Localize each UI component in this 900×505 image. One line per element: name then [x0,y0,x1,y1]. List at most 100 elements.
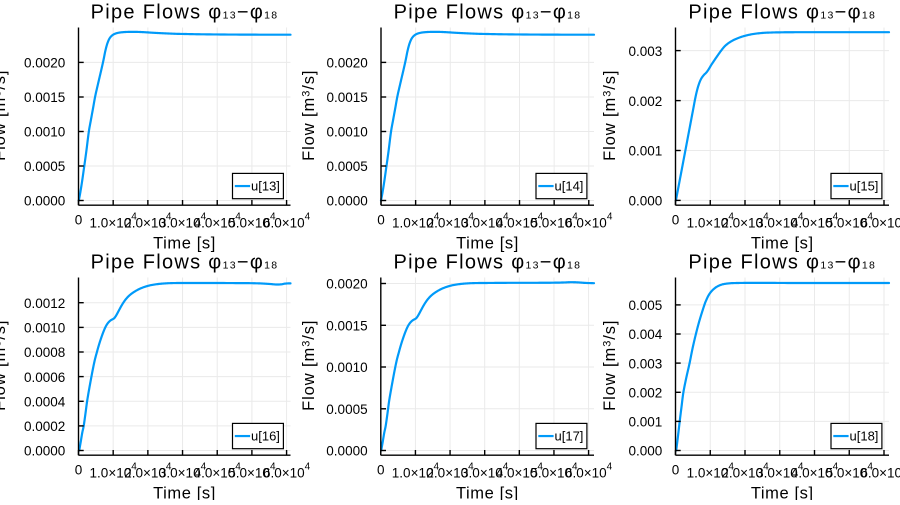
svg-text:Time [s]: Time [s] [456,235,519,253]
svg-text:0: 0 [75,213,83,228]
svg-text:5.0×10: 5.0×10 [826,466,868,481]
svg-text:Pipe Flows φ13−φ18: Pipe Flows φ13−φ18 [394,1,582,23]
svg-text:0.001: 0.001 [629,144,663,159]
svg-text:4: 4 [201,212,207,223]
svg-text:0.0000: 0.0000 [24,194,65,209]
svg-text:4.0×10: 4.0×10 [496,466,538,481]
svg-text:0.0015: 0.0015 [326,319,367,334]
svg-text:2.0×10: 2.0×10 [124,216,166,231]
svg-text:1.0×10: 1.0×10 [90,466,132,481]
svg-text:u[16]: u[16] [251,429,280,444]
svg-text:0.0010: 0.0010 [326,360,367,375]
svg-text:4: 4 [833,462,839,473]
svg-text:0.0010: 0.0010 [24,125,65,140]
svg-text:4: 4 [201,462,207,473]
svg-text:Flow [m3/s]: Flow [m3/s] [0,70,9,161]
svg-text:0.0002: 0.0002 [24,419,65,434]
svg-text:6.0×10: 6.0×10 [263,466,305,481]
svg-text:u[13]: u[13] [251,179,280,194]
svg-text:0.0020: 0.0020 [24,56,65,71]
svg-text:4: 4 [607,462,613,473]
svg-text:4: 4 [166,462,172,473]
svg-text:0.0020: 0.0020 [326,277,367,292]
svg-text:3.0×10: 3.0×10 [159,466,201,481]
svg-text:Flow [m3/s]: Flow [m3/s] [300,320,318,411]
svg-text:4.0×10: 4.0×10 [194,216,236,231]
svg-text:4: 4 [434,462,440,473]
svg-text:4: 4 [131,212,137,223]
svg-text:Pipe Flows φ13−φ18: Pipe Flows φ13−φ18 [394,251,582,273]
svg-text:Time [s]: Time [s] [153,235,216,253]
svg-text:0.0010: 0.0010 [327,125,368,140]
svg-text:4: 4 [503,212,509,223]
svg-text:3.0×10: 3.0×10 [159,216,201,231]
svg-text:0.003: 0.003 [629,44,663,59]
svg-text:0: 0 [75,463,83,478]
svg-text:u[14]: u[14] [555,179,584,194]
svg-text:4: 4 [270,462,276,473]
svg-text:0.0004: 0.0004 [24,395,66,410]
svg-text:0.0000: 0.0000 [326,444,367,459]
svg-text:3.0×10: 3.0×10 [756,466,798,481]
svg-text:Pipe Flows φ13−φ18: Pipe Flows φ13−φ18 [91,1,279,23]
svg-text:1.0×10: 1.0×10 [392,466,434,481]
svg-text:4: 4 [867,212,873,223]
svg-text:0.0015: 0.0015 [327,90,368,105]
svg-text:4: 4 [235,462,241,473]
svg-text:5.0×10: 5.0×10 [826,216,868,231]
svg-text:3.0×10: 3.0×10 [461,216,503,231]
svg-text:0.000: 0.000 [629,194,663,209]
svg-text:0: 0 [672,463,680,478]
svg-text:4.0×10: 4.0×10 [194,466,236,481]
svg-text:Time [s]: Time [s] [153,485,216,500]
svg-text:1.0×10: 1.0×10 [90,216,132,231]
svg-text:0: 0 [377,213,385,228]
svg-text:0.0006: 0.0006 [24,370,65,385]
svg-text:1.0×10: 1.0×10 [392,216,434,231]
svg-text:4: 4 [572,462,578,473]
svg-text:3.0×10: 3.0×10 [461,466,503,481]
svg-text:4.0×10: 4.0×10 [791,216,833,231]
svg-text:Pipe Flows φ13−φ18: Pipe Flows φ13−φ18 [688,1,876,23]
svg-text:4: 4 [763,462,769,473]
svg-text:4.0×10: 4.0×10 [496,216,538,231]
svg-text:0: 0 [377,463,385,478]
svg-text:0.0000: 0.0000 [24,444,65,459]
svg-text:0.002: 0.002 [629,386,663,401]
svg-text:0.0005: 0.0005 [24,159,65,174]
svg-text:0.0012: 0.0012 [24,296,65,311]
svg-text:0.002: 0.002 [629,94,663,109]
svg-text:4: 4 [833,212,839,223]
svg-text:4: 4 [235,212,241,223]
svg-text:2.0×10: 2.0×10 [721,216,763,231]
svg-text:Time [s]: Time [s] [751,235,814,253]
svg-text:0.0008: 0.0008 [24,345,65,360]
svg-text:4: 4 [728,212,734,223]
svg-text:6.0×10: 6.0×10 [860,216,900,231]
svg-text:4: 4 [270,212,276,223]
svg-text:4: 4 [798,212,804,223]
svg-text:Time [s]: Time [s] [751,485,814,500]
svg-text:0.004: 0.004 [629,327,663,342]
svg-text:2.0×10: 2.0×10 [124,466,166,481]
svg-text:Pipe Flows φ13−φ18: Pipe Flows φ13−φ18 [91,251,279,273]
svg-text:0: 0 [672,213,680,228]
svg-text:4: 4 [607,212,613,223]
svg-text:Flow [m3/s]: Flow [m3/s] [601,70,619,161]
svg-text:6.0×10: 6.0×10 [263,216,305,231]
svg-text:4: 4 [131,462,137,473]
svg-text:0.005: 0.005 [629,298,663,313]
svg-text:4: 4 [468,212,474,223]
svg-text:5.0×10: 5.0×10 [228,216,270,231]
svg-text:4.0×10: 4.0×10 [791,466,833,481]
svg-text:4: 4 [468,462,474,473]
svg-text:2.0×10: 2.0×10 [427,216,469,231]
svg-text:4: 4 [305,212,311,223]
svg-text:Time [s]: Time [s] [456,485,519,500]
svg-text:4: 4 [867,462,873,473]
svg-text:u[15]: u[15] [850,179,879,194]
svg-text:u[17]: u[17] [555,429,584,444]
svg-text:0.0020: 0.0020 [327,56,368,71]
svg-text:5.0×10: 5.0×10 [228,466,270,481]
svg-text:6.0×10: 6.0×10 [565,216,607,231]
